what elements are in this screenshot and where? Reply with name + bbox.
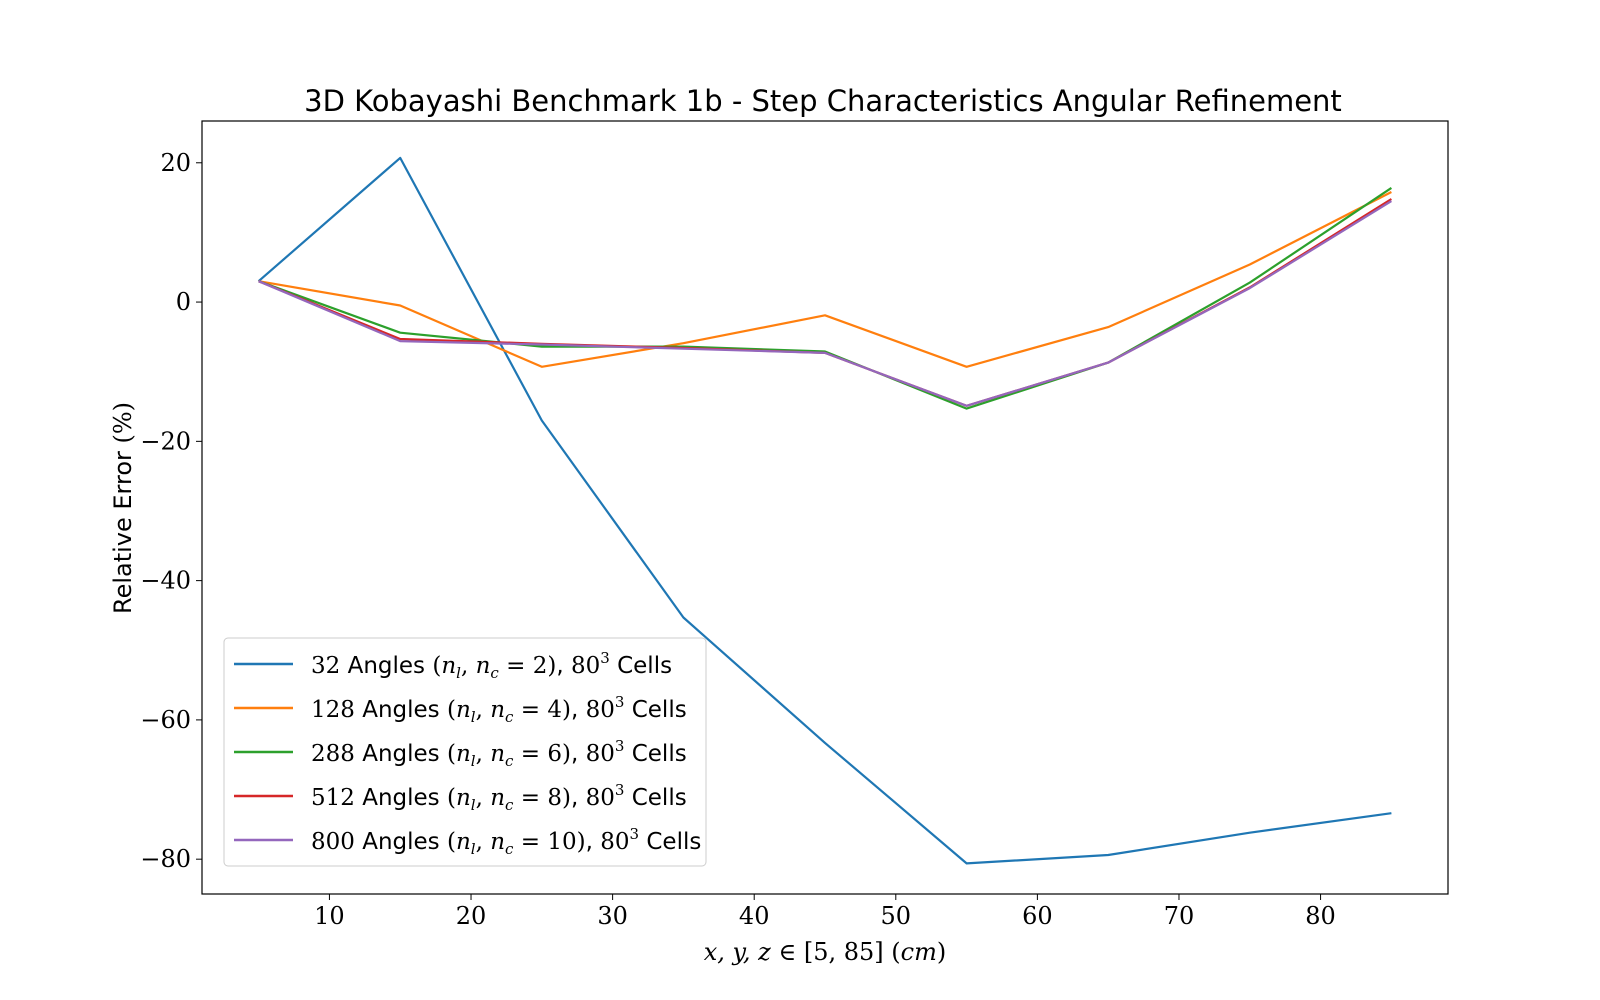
x-axis-label: x, y, z ∈ [5, 85] (cm) — [704, 938, 946, 966]
y-tick-label: 20 — [160, 149, 191, 177]
y-axis-label: Relative Error (%) — [109, 402, 137, 614]
series-line-1 — [257, 156, 1392, 865]
legend-box — [223, 637, 707, 867]
series-group — [257, 156, 1393, 865]
y-tick-label: −40 — [140, 567, 191, 595]
x-tick-label: 70 — [1164, 902, 1195, 930]
y-tick-label: 0 — [176, 288, 191, 316]
legend-label: 800 Angles (nl, nc = 10), 803 Cells — [311, 825, 701, 858]
legend-entry: 32 Angles (nl, nc = 2), 803 Cells — [234, 649, 672, 682]
y-tick-label: −60 — [140, 706, 191, 734]
x-tick-label: 30 — [597, 902, 628, 930]
legend-entry: 512 Angles (nl, nc = 8), 803 Cells — [234, 781, 687, 814]
series-line-3 — [258, 186, 1393, 410]
chart-title: 3D Kobayashi Benchmark 1b - Step Charact… — [304, 84, 1342, 118]
legend-label: 512 Angles (nl, nc = 8), 803 Cells — [311, 781, 687, 814]
legend: 32 Angles (nl, nc = 2), 803 Cells 128 Ang… — [223, 637, 707, 867]
series-line-5 — [258, 200, 1392, 407]
legend-label: 32 Angles (nl, nc = 2), 803 Cells — [311, 649, 672, 682]
legend-entry: 128 Angles (nl, nc = 4), 803 Cells — [234, 693, 687, 726]
legend-entry: 800 Angles (nl, nc = 10), 803 Cells — [234, 825, 701, 858]
y-axis: 20 0 −20 −40 −60 −80 — [140, 149, 202, 873]
x-tick-label: 10 — [314, 902, 345, 930]
plot-frame — [201, 120, 1449, 895]
x-axis: 10 20 30 40 50 60 70 80 — [314, 894, 1336, 930]
axis-labels: x, y, z ∈ [5, 85] (cm) Relative Error (%) — [109, 402, 946, 966]
y-tick-label: −80 — [140, 845, 191, 873]
series-line-2 — [258, 191, 1392, 368]
x-tick-label: 20 — [456, 902, 487, 930]
x-tick-label: 80 — [1305, 902, 1336, 930]
y-tick-label: −20 — [140, 427, 191, 455]
legend-entry: 288 Angles (nl, nc = 6), 803 Cells — [234, 737, 687, 770]
x-tick-label: 60 — [1022, 902, 1053, 930]
plot-area — [201, 120, 1449, 895]
x-tick-label: 50 — [881, 902, 912, 930]
x-tick-label: 40 — [739, 902, 770, 930]
legend-label: 288 Angles (nl, nc = 6), 803 Cells — [311, 737, 687, 770]
legend-label: 128 Angles (nl, nc = 4), 803 Cells — [311, 693, 687, 726]
